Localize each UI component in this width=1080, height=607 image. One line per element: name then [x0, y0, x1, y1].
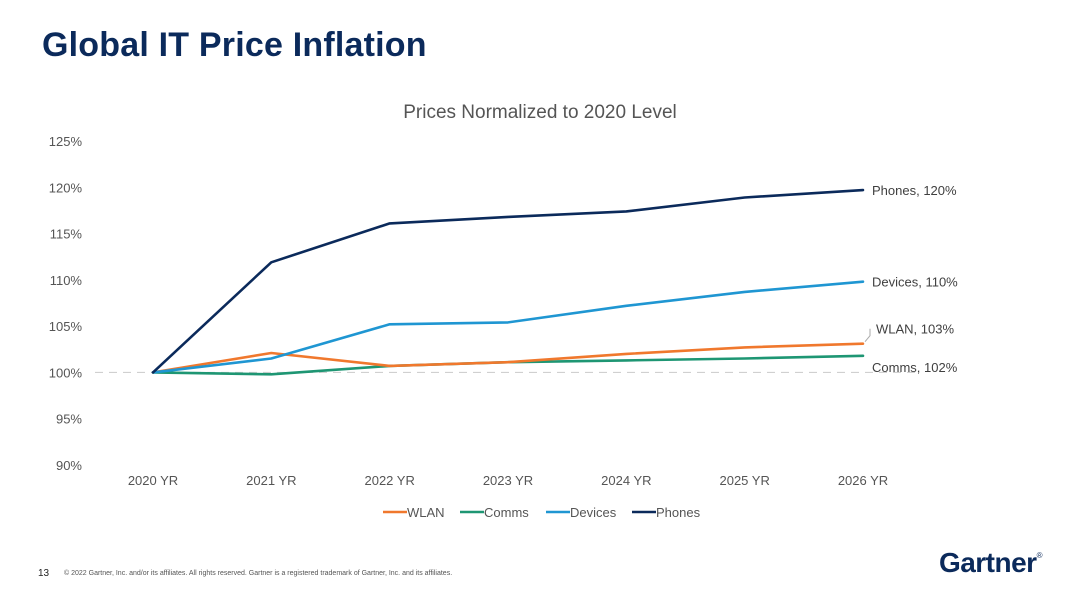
page-number: 13	[38, 568, 50, 579]
legend-item-devices[interactable]: Devices	[546, 505, 617, 520]
registered-mark: ®	[1036, 551, 1043, 560]
wlan-label-leader	[864, 328, 871, 343]
series-line-devices	[151, 280, 865, 374]
chart-legend[interactable]: WLAN Comms Devices Phones	[383, 505, 701, 520]
y-tick-label: 105%	[49, 319, 83, 334]
x-tick-label: 2023 YR	[483, 473, 533, 488]
series-layer	[151, 188, 865, 376]
end-label-comms: Comms, 102%	[872, 360, 958, 375]
end-label-devices: Devices, 110%	[872, 275, 958, 290]
x-tick-label: 2024 YR	[601, 473, 651, 488]
end-labels: WLAN, 103% Comms, 102% Devices, 110% Phones…	[864, 183, 958, 375]
price-inflation-line-chart: Prices Normalized to 2020 Level 90% 95% 10…	[49, 102, 958, 520]
y-tick-label: 115%	[50, 227, 83, 242]
x-tick-label: 2021 YR	[246, 473, 296, 488]
y-tick-label: 100%	[49, 365, 83, 380]
logo-text: Gartner	[938, 547, 1037, 578]
legend-label-phones: Phones	[656, 505, 701, 520]
series-line-wlan	[151, 342, 865, 374]
copyright-notice: © 2022 Gartner, Inc. and/or its affiliat…	[64, 570, 453, 577]
x-axis: 2020 YR 2021 YR 2022 YR 2023 YR 2024 YR 2025 …	[128, 473, 888, 488]
legend-label-wlan: WLAN	[407, 505, 445, 520]
x-tick-label: 2022 YR	[364, 473, 414, 488]
end-label-wlan: WLAN, 103%	[876, 322, 954, 337]
gartner-logo: Gartner®	[938, 547, 1043, 579]
x-tick-label: 2025 YR	[719, 473, 769, 488]
end-label-phones: Phones, 120%	[872, 183, 957, 198]
legend-item-comms[interactable]: Comms	[460, 505, 529, 520]
y-tick-label: 120%	[49, 180, 83, 195]
y-tick-label: 110%	[50, 273, 83, 288]
y-tick-label: 95%	[56, 412, 82, 427]
legend-label-comms: Comms	[484, 505, 529, 520]
chart-title: Prices Normalized to 2020 Level	[403, 102, 677, 123]
legend-item-phones[interactable]: Phones	[632, 505, 701, 520]
x-tick-label: 2020 YR	[128, 473, 178, 488]
legend-item-wlan[interactable]: WLAN	[383, 505, 445, 520]
y-axis: 90% 95% 100% 105% 110% 115% 120% 125%	[49, 134, 83, 473]
x-tick-label: 2026 YR	[838, 473, 888, 488]
y-tick-label: 125%	[49, 134, 83, 149]
legend-label-devices: Devices	[570, 505, 617, 520]
slide-title: Global IT Price Inflation	[42, 26, 427, 64]
series-line-comms	[151, 354, 865, 376]
y-tick-label: 90%	[56, 458, 82, 473]
series-line-phones	[151, 188, 865, 374]
